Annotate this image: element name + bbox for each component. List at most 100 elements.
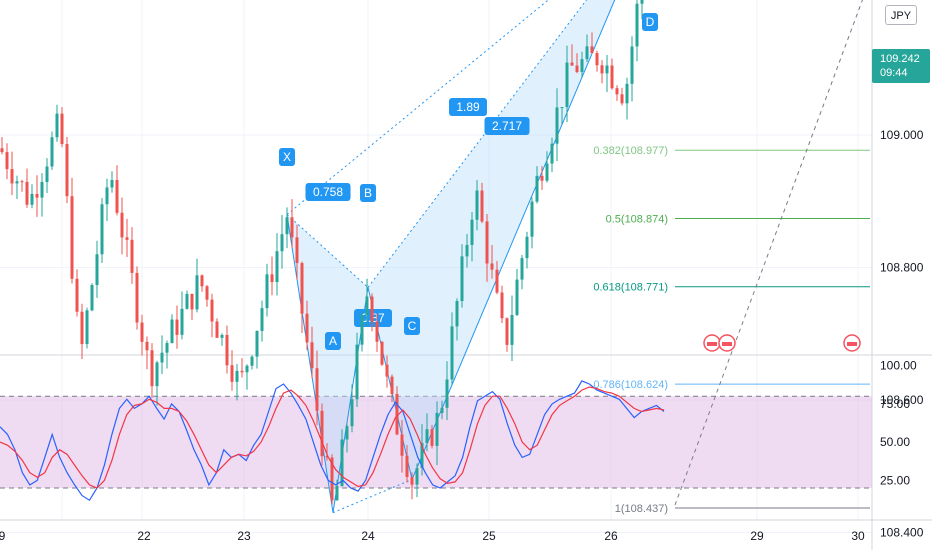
time-tick-label: 30 — [851, 529, 865, 543]
pattern-ratio-label: 0.758 — [313, 185, 343, 199]
candle-body — [200, 275, 204, 287]
candle-body — [420, 443, 424, 468]
candle-body — [610, 65, 614, 89]
candle-body — [275, 251, 279, 283]
candle-body — [300, 263, 304, 314]
candle-body — [580, 59, 584, 72]
candle-body — [335, 485, 339, 501]
candle-body — [350, 399, 354, 427]
economic-events[interactable] — [703, 334, 861, 352]
fib-level-label: 1(108.437) — [615, 503, 668, 515]
candle-body — [25, 181, 29, 205]
candle-body — [330, 457, 334, 501]
fib-level-label: 0.382(108.977) — [593, 145, 668, 157]
candle-body — [445, 379, 449, 408]
pattern-point-badge — [325, 332, 341, 350]
candle-body — [385, 364, 389, 377]
candle-body — [495, 269, 499, 293]
candle-body — [305, 313, 309, 343]
candle-body — [165, 342, 169, 353]
candle-body — [345, 426, 349, 440]
pattern-bcd-fill — [368, 0, 615, 480]
candle-body — [425, 429, 429, 444]
candle-body — [455, 301, 459, 327]
candle-body — [255, 330, 259, 357]
pattern-point-label: C — [408, 319, 417, 333]
candle-body — [155, 362, 159, 387]
pattern-ratio-label: 1.89 — [456, 100, 480, 114]
candle-body — [625, 83, 629, 104]
candle-body — [475, 190, 479, 220]
candle-body — [615, 88, 619, 95]
pattern-xab-fill — [287, 214, 368, 513]
candle-body — [575, 65, 579, 72]
candle-body — [120, 212, 124, 238]
candle-body — [140, 322, 144, 342]
candle-body — [435, 412, 439, 446]
pattern-ratio-badge — [484, 117, 530, 135]
candle-body — [595, 53, 599, 66]
last-price-value: 109.242 — [880, 53, 920, 65]
candle-body — [635, 3, 639, 47]
candle-body — [65, 144, 69, 197]
price-tick-label: 108.800 — [880, 261, 924, 275]
candle-body — [450, 326, 454, 380]
candle-body — [290, 217, 294, 238]
last-price-countdown: 09:44 — [880, 67, 908, 79]
candle-body — [70, 196, 74, 279]
candle-body — [570, 62, 574, 66]
candle-body — [50, 137, 54, 167]
pattern-ratio-line — [286, 214, 369, 288]
fibonacci-retracement[interactable]: 0(109.310)0.382(108.977)0.5(108.874)0.61… — [593, 0, 870, 515]
time-tick-label: 24 — [361, 529, 375, 543]
pattern-ratio-line — [332, 479, 413, 514]
candle-body — [360, 315, 364, 345]
candle-body — [205, 286, 209, 300]
candle-body — [250, 356, 254, 366]
candle-body — [560, 107, 564, 109]
pattern-point-badge — [642, 13, 658, 31]
candle-body — [105, 187, 109, 205]
price-tick-label: 109.000 — [880, 128, 924, 142]
candle-body — [185, 293, 189, 309]
time-tick-label: 9 — [0, 529, 6, 543]
candle-body — [190, 293, 194, 310]
candle-body — [405, 455, 409, 478]
currency-badge[interactable]: JPY — [885, 5, 917, 25]
candle-body — [265, 274, 269, 309]
candle-body — [525, 236, 529, 259]
candle-body — [220, 334, 224, 338]
candle-body — [125, 237, 129, 240]
candle-body — [230, 365, 234, 382]
stoch-tick-label: 25.00 — [880, 473, 910, 487]
candle-body — [45, 166, 49, 183]
candle-body — [260, 308, 264, 331]
candle-body — [535, 175, 539, 202]
price-tick-label: 108.400 — [880, 526, 924, 540]
candle-body — [85, 310, 89, 345]
candle-body — [0, 148, 4, 153]
candle-body — [135, 272, 139, 323]
candle-body — [325, 456, 329, 458]
candle-body — [440, 407, 444, 413]
candle-body — [320, 410, 324, 457]
candle-body — [60, 113, 64, 145]
candle-body — [355, 344, 359, 400]
candle-body — [100, 204, 104, 255]
time-tick-label: 29 — [750, 529, 764, 543]
candle-body — [295, 237, 299, 264]
stoch-tick-label: 50.00 — [880, 435, 910, 449]
candle-body — [160, 352, 164, 363]
candle-body — [80, 311, 84, 345]
candle-body — [530, 201, 534, 237]
candle-body — [210, 299, 214, 322]
candle-body — [585, 46, 589, 60]
candle-body — [240, 370, 244, 373]
candle-body — [365, 296, 369, 316]
candle-body — [390, 376, 394, 394]
time-tick-label: 23 — [237, 529, 251, 543]
candle-body — [175, 319, 179, 335]
stoch-tick-label: 75.00 — [880, 397, 910, 411]
